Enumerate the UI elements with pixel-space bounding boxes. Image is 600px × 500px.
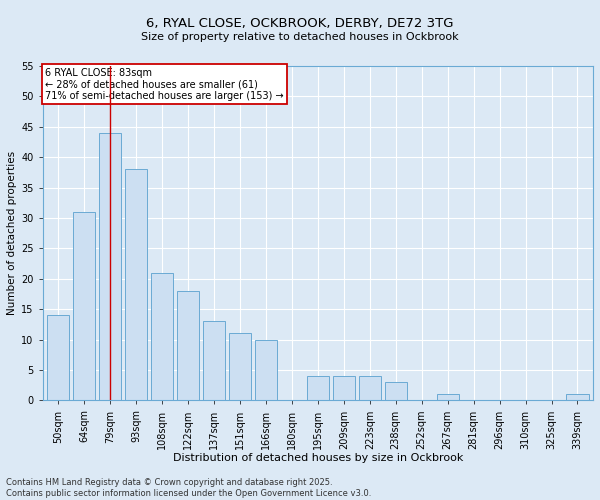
Bar [203, 322, 225, 400]
Bar [125, 170, 147, 400]
Bar [47, 315, 69, 400]
Bar [229, 334, 251, 400]
Bar [99, 133, 121, 400]
Bar [566, 394, 589, 400]
Text: 6, RYAL CLOSE, OCKBROOK, DERBY, DE72 3TG: 6, RYAL CLOSE, OCKBROOK, DERBY, DE72 3TG [146, 18, 454, 30]
Bar [359, 376, 381, 400]
Bar [151, 272, 173, 400]
Text: Contains HM Land Registry data © Crown copyright and database right 2025.
Contai: Contains HM Land Registry data © Crown c… [6, 478, 371, 498]
Bar [385, 382, 407, 400]
Y-axis label: Number of detached properties: Number of detached properties [7, 151, 17, 315]
Bar [307, 376, 329, 400]
Text: Size of property relative to detached houses in Ockbrook: Size of property relative to detached ho… [141, 32, 459, 42]
Bar [73, 212, 95, 400]
Text: 6 RYAL CLOSE: 83sqm
← 28% of detached houses are smaller (61)
71% of semi-detach: 6 RYAL CLOSE: 83sqm ← 28% of detached ho… [46, 68, 284, 101]
Bar [333, 376, 355, 400]
X-axis label: Distribution of detached houses by size in Ockbrook: Distribution of detached houses by size … [173, 453, 463, 463]
Bar [255, 340, 277, 400]
Bar [177, 291, 199, 401]
Bar [437, 394, 458, 400]
